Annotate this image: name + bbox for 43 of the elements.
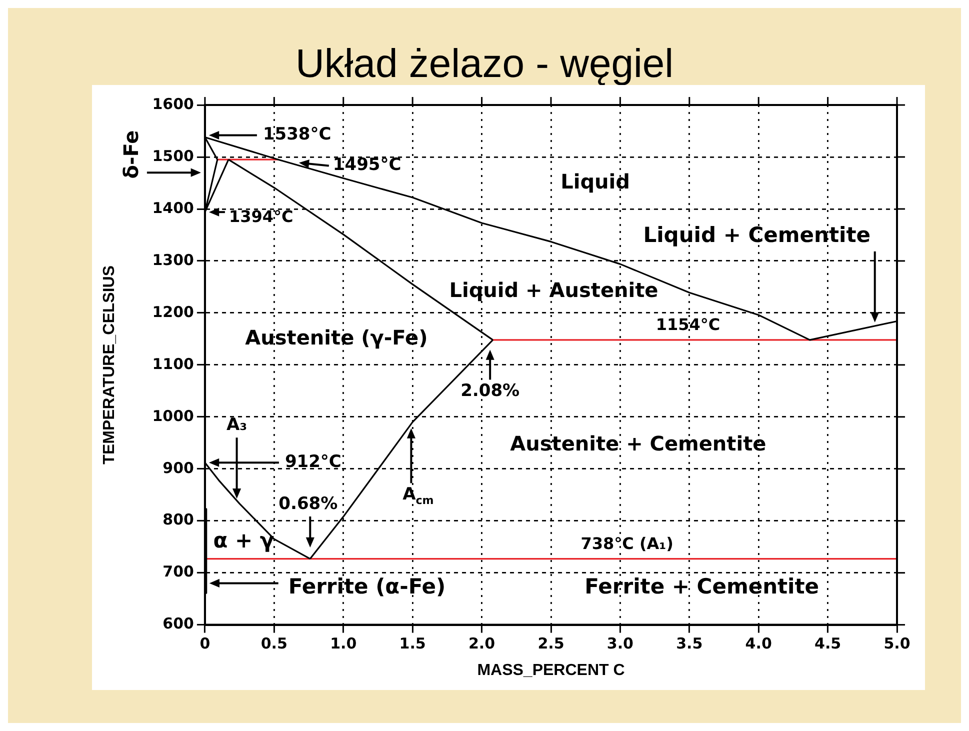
x-tick-label: 2.0 bbox=[468, 634, 496, 653]
x-tick-label: 0 bbox=[200, 634, 210, 653]
y-tick-label: 1000 bbox=[152, 406, 194, 425]
annotation: Liquid bbox=[560, 170, 630, 194]
y-tick-label: 600 bbox=[162, 614, 194, 633]
y-tick-label: 1200 bbox=[152, 302, 194, 321]
y-tick-label: 1500 bbox=[152, 146, 194, 165]
annotation: 2.08% bbox=[460, 381, 520, 402]
annotation: 1538°C bbox=[262, 124, 332, 145]
annotation: Austenite + Cementite bbox=[510, 432, 766, 456]
annotation: 738°C (A₁) bbox=[580, 534, 674, 553]
annotation: Liquid + Austenite bbox=[449, 278, 658, 302]
y-tick-label: 800 bbox=[162, 510, 194, 529]
annotation: A₃ bbox=[226, 415, 248, 436]
text: δ-Fe bbox=[119, 130, 144, 179]
annotation: 1154°C bbox=[656, 315, 720, 334]
y-tick-label: 700 bbox=[162, 562, 194, 581]
annotation: 912°C bbox=[284, 452, 342, 472]
y-tick-label: 1300 bbox=[152, 250, 194, 269]
x-tick-label: 0.5 bbox=[260, 634, 288, 653]
y-tick-label: 1600 bbox=[152, 94, 194, 113]
annotation: Liquid + Cementite bbox=[643, 222, 870, 247]
x-tick-label: 3.0 bbox=[606, 634, 634, 653]
annotation: 1394°C bbox=[228, 207, 294, 226]
x-axis-title: MASS_PERCENT C bbox=[477, 662, 626, 679]
annotation: 1495°C bbox=[332, 155, 402, 176]
x-tick-label: 2.5 bbox=[538, 634, 564, 653]
annotation: Ferrite (α-Fe) bbox=[288, 574, 446, 599]
x-tick-label: 5.0 bbox=[884, 634, 910, 653]
chart-title: Układ żelazo - węgiel bbox=[294, 42, 674, 87]
y-tick-label: 1100 bbox=[152, 354, 194, 373]
x-tick-label: 4.5 bbox=[814, 634, 842, 653]
y-tick-label: 1400 bbox=[152, 198, 194, 217]
x-tick-label: 3.5 bbox=[676, 634, 703, 653]
x-tick-label: 4.0 bbox=[745, 634, 772, 653]
x-tick-label: 1.0 bbox=[330, 634, 357, 653]
annotation: Ferrite + Cementite bbox=[584, 574, 820, 598]
y-tick-label: 900 bbox=[162, 458, 194, 477]
annotation: 0.68% bbox=[278, 494, 338, 514]
annotation: Austenite (γ-Fe) bbox=[245, 326, 428, 350]
annotation: α + γ bbox=[213, 528, 274, 553]
x-tick-label: 1.5 bbox=[399, 634, 426, 653]
y-axis-title: TEMPERATURE_CELSIUS bbox=[101, 265, 118, 464]
